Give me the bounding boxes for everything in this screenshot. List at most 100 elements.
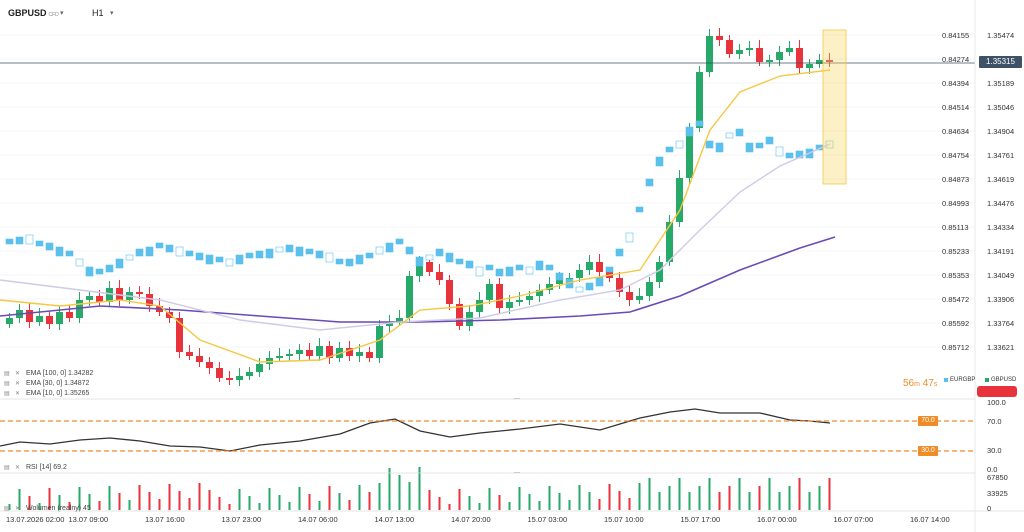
compare-candle [595, 276, 604, 287]
sell-indicator[interactable] [977, 386, 1017, 397]
candle [586, 262, 593, 270]
compare-candle [125, 254, 134, 261]
volume-bar [108, 486, 111, 510]
grid-lines [0, 34, 975, 348]
volume-bar [378, 483, 381, 510]
compare-candle [305, 248, 314, 255]
volume-bar [68, 502, 71, 510]
compare-candle [145, 246, 154, 257]
compare-candle [45, 242, 54, 251]
time-axis-label: 14.07 20:00 [451, 515, 491, 524]
price-axis-left-label: 0.85353 [942, 271, 970, 280]
compare-tag-eurgbp[interactable]: EURGBP [944, 377, 975, 383]
volume-bar [188, 498, 191, 510]
volume-bar [298, 487, 301, 510]
close-icon[interactable]: ✕ [15, 464, 21, 471]
settings-icon[interactable]: ▤ [4, 464, 10, 471]
indicator-rsi[interactable]: ▤ ✕ RSI [14] 69.2 [4, 464, 67, 471]
candle [216, 368, 223, 378]
candle [736, 50, 743, 54]
volume-bar [448, 504, 451, 510]
candle [46, 316, 53, 324]
settings-icon[interactable]: ▤ [4, 505, 10, 512]
symbol-selector[interactable]: GBPUSD CFD [8, 8, 59, 18]
volume-bar [618, 491, 621, 510]
price-axis-right-label: 1.33621 [987, 343, 1015, 352]
settings-icon[interactable]: ▤ [4, 390, 10, 397]
candle [676, 178, 683, 222]
volume-bar [748, 492, 751, 510]
volume-bar [58, 495, 61, 510]
volume-bar [368, 492, 371, 510]
chevron-down-icon[interactable]: ▾ [60, 10, 64, 17]
settings-icon[interactable]: ▤ [4, 370, 10, 377]
time-axis-label: 13.07 23:00 [221, 515, 262, 524]
indicator-ema30[interactable]: ▤ ✕ EMA [30, 0] 1.34872 [4, 380, 89, 387]
volume-bar [708, 478, 711, 510]
volume-bar [548, 486, 551, 510]
candle [646, 282, 653, 296]
compare-candle [175, 246, 184, 257]
volume-bar [518, 487, 521, 510]
price-axis-left-label: 0.85113 [942, 223, 969, 232]
price-axis-left-label: 0.84754 [942, 151, 970, 160]
compare-candle [415, 256, 424, 267]
candle [366, 352, 373, 358]
time-axis-label: 13.07 09:00 [68, 515, 109, 524]
time-axis-label: 14.07 13:00 [374, 515, 415, 524]
volume-bar [238, 489, 241, 510]
compare-tag-gbpusd[interactable]: GBPUSD [985, 377, 1016, 383]
volume-bar [818, 486, 821, 510]
close-icon[interactable]: ✕ [15, 370, 21, 377]
compare-candle [585, 282, 594, 291]
settings-icon[interactable]: ▤ [4, 380, 10, 387]
compare-candle [105, 264, 114, 273]
compare-candle [225, 258, 234, 267]
indicator-label: Wolumen (realny) 45 [26, 505, 91, 512]
indicator-ema100[interactable]: ▤ ✕ EMA [100, 0] 1.34282 [4, 370, 93, 377]
volume-bar [228, 504, 231, 510]
compare-candle [755, 142, 764, 149]
pane-handle: — [514, 470, 520, 476]
compare-candle [685, 126, 694, 137]
price-axis-right-label: 1.33906 [987, 295, 1015, 304]
candle [656, 262, 663, 282]
candle [686, 128, 693, 178]
timeframe-selector[interactable]: H1 [92, 8, 104, 18]
indicator-volume[interactable]: ▤ ✕ Wolumen (realny) 45 [4, 505, 91, 512]
indicator-ema10[interactable]: ▤ ✕ EMA [10, 0] 1.35265 [4, 390, 89, 397]
candle [396, 318, 403, 322]
rsi-lower-tag: 30.0 [918, 446, 938, 456]
time-axis-label: 14.07 06:00 [298, 515, 338, 524]
compare-candle [295, 246, 304, 257]
volume-bar [438, 497, 441, 510]
volume-bar [778, 492, 781, 510]
time-axis-label: 15.07 10:00 [604, 515, 644, 524]
close-icon[interactable]: ✕ [15, 380, 21, 387]
compare-candle [545, 264, 554, 271]
volume-bar [258, 503, 261, 510]
pane-handle: — [514, 396, 520, 402]
candle [296, 350, 303, 354]
close-icon[interactable]: ✕ [15, 390, 21, 397]
candle [66, 312, 73, 318]
volume-bar [648, 478, 651, 510]
volume-bar [578, 485, 581, 510]
compare-candle [455, 258, 464, 265]
ema-100-line [0, 236, 836, 323]
price-axis-right-label: 1.35046 [987, 103, 1015, 112]
compare-candle [575, 286, 584, 293]
price-axis-left-label: 0.84873 [942, 175, 970, 184]
compare-candle [535, 260, 544, 271]
volume-bar [148, 492, 151, 510]
candle [516, 300, 523, 302]
volume-bar [728, 486, 731, 510]
chevron-down-icon[interactable]: ▾ [110, 10, 114, 17]
compare-candle [405, 246, 414, 255]
candle [816, 60, 823, 64]
compare-candle [315, 250, 324, 259]
close-icon[interactable]: ✕ [15, 505, 21, 512]
volume-bar [538, 501, 541, 510]
rsi-axis-label: 0.0 [987, 465, 998, 474]
